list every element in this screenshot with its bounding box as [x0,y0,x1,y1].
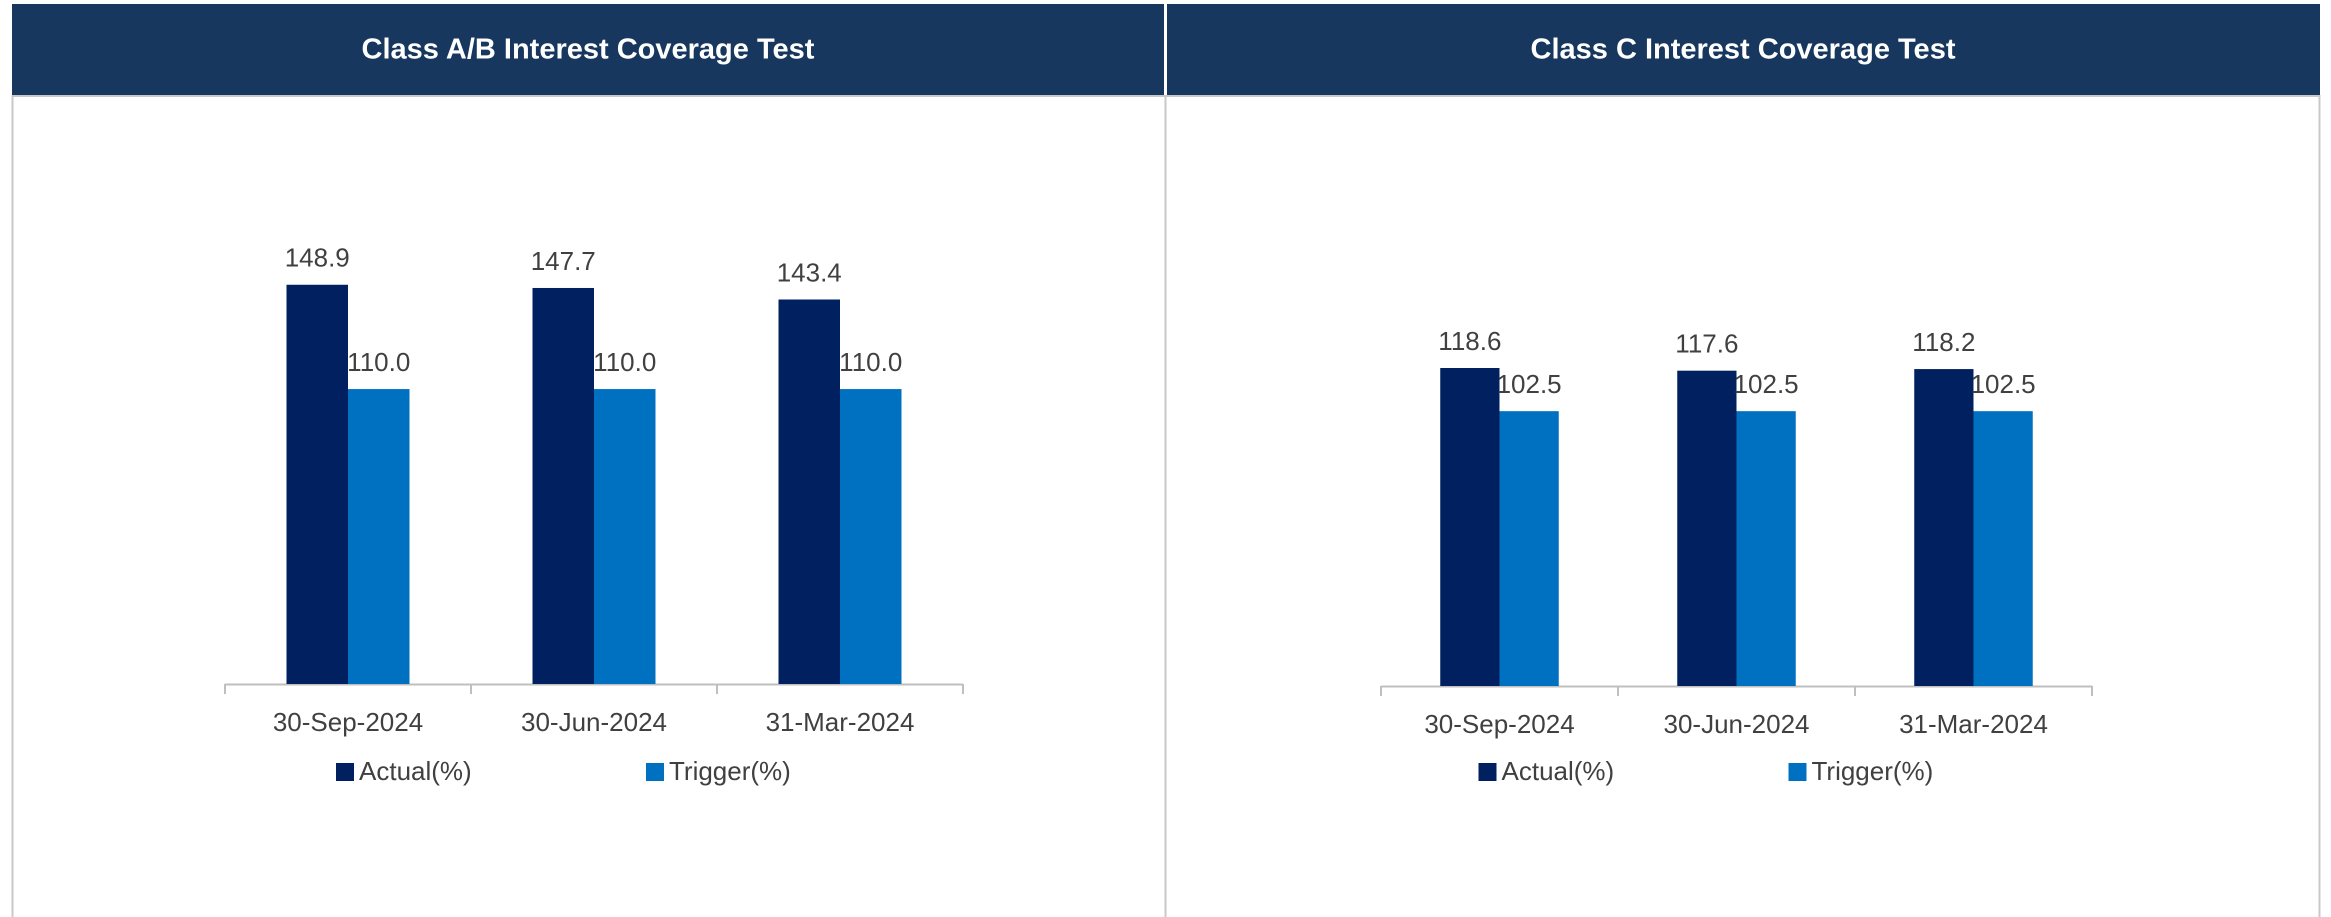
x-tick-label: 30-Sep-2024 [1424,709,1574,739]
legend-label: Trigger(%) [1812,756,1934,786]
bar [348,389,410,684]
bar [1677,370,1737,686]
x-tick-label: 31-Mar-2024 [766,707,915,737]
legend-label: Trigger(%) [669,756,791,786]
data-label: 143.4 [777,257,842,287]
bar [1499,411,1559,686]
data-label: 148.9 [285,243,350,273]
legend-swatch [1788,763,1807,781]
chart-title: Class A/B Interest Coverage Test [362,34,815,66]
bar [778,299,840,684]
data-label: 110.0 [347,347,410,377]
legend-swatch [646,763,664,781]
bar [1914,369,1974,686]
bar [1736,411,1796,686]
chart-title: Class C Interest Coverage Test [1531,34,1956,66]
data-label: 110.0 [839,347,902,377]
data-label: 118.2 [1912,327,1975,357]
legend-swatch [1478,763,1497,781]
bar [594,389,656,684]
legend-label: Actual(%) [359,756,472,786]
data-label: 102.5 [1734,369,1799,399]
x-tick-label: 31-Mar-2024 [1899,709,2048,739]
legend-label: Actual(%) [1502,756,1615,786]
legend-swatch [336,763,354,781]
bar [1973,411,2033,686]
bar [840,389,902,684]
bar [1440,368,1500,686]
header-bar [1167,4,2320,95]
x-tick-label: 30-Jun-2024 [521,707,667,737]
x-tick-label: 30-Sep-2024 [273,707,423,737]
data-label: 110.0 [593,347,656,377]
data-label: 102.5 [1497,369,1562,399]
bar [286,284,348,684]
x-tick-label: 30-Jun-2024 [1664,709,1810,739]
data-label: 102.5 [1971,369,2036,399]
data-label: 118.6 [1438,326,1501,356]
data-label: 117.6 [1675,329,1738,359]
data-label: 147.7 [531,246,596,276]
bar [532,287,594,684]
header-bar [12,4,1164,95]
